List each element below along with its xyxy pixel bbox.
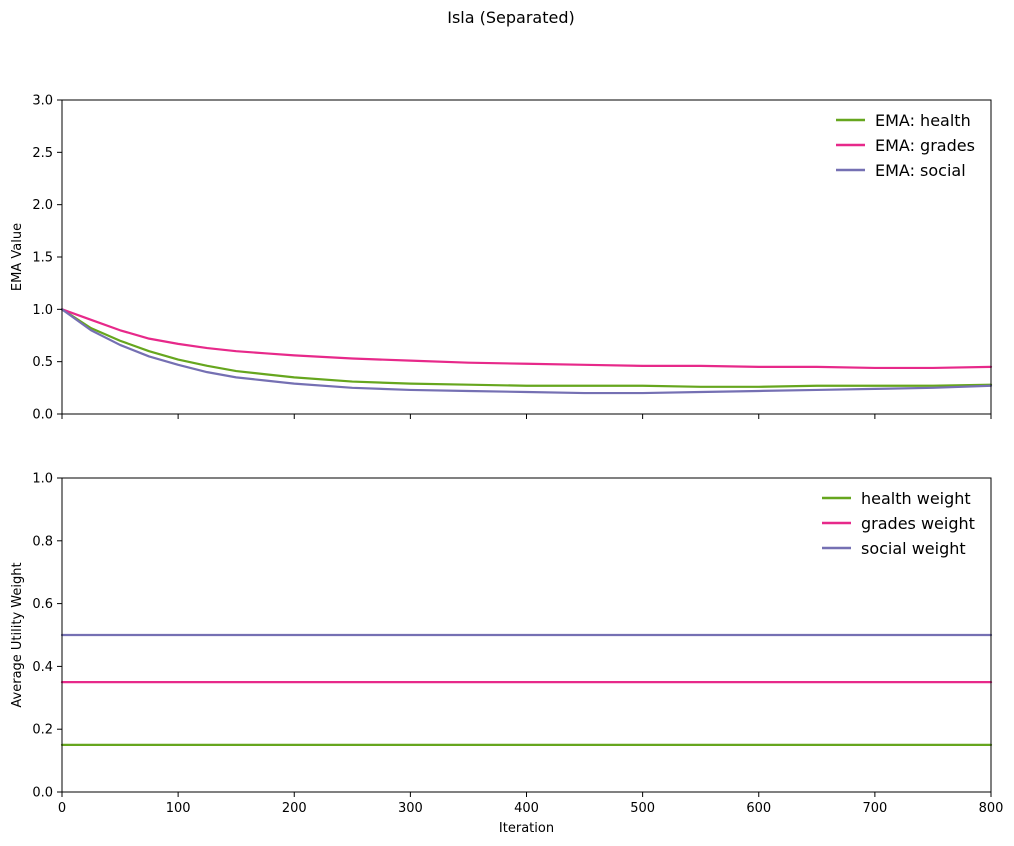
y-tick-label: 0.5 (32, 355, 53, 370)
chart-1: 0.0 0.5 1.0 1.5 2.0 2.5 3.0 EMA Value EMA: healt… (10, 94, 993, 423)
x-tick-label: 600 (746, 801, 771, 816)
x-tick-label: 0 (58, 801, 66, 816)
y-tick-label: 2.5 (32, 146, 53, 161)
x-tick-label: 100 (166, 801, 191, 816)
y-tick-label: 0.4 (32, 660, 53, 675)
x-tick-label: 200 (282, 801, 307, 816)
x-axis-label: Iteration (499, 821, 554, 836)
series-line-0-2 (60, 308, 993, 395)
series-line-0-0 (60, 308, 993, 388)
y-axis-label: EMA Value (10, 223, 25, 291)
y-tick-label: 1.0 (32, 303, 53, 318)
y-tick-label: 0.2 (32, 723, 53, 738)
y-tick-label: 0.0 (32, 408, 53, 423)
legend: health weight grades weight social weight (822, 489, 975, 558)
plots: 0.0 0.5 1.0 1.5 2.0 2.5 3.0 EMA Value EMA: healt… (10, 94, 1003, 837)
y-tick-label: 1.5 (32, 251, 53, 266)
y-tick-label: 0.6 (32, 597, 53, 612)
x-tick-label: 700 (862, 801, 887, 816)
x-tick-label: 500 (630, 801, 655, 816)
legend: EMA: health EMA: grades EMA: social (836, 111, 975, 180)
y-tick-label: 0.8 (32, 534, 53, 549)
y-tick-label: 0.0 (32, 786, 53, 801)
y-tick-label: 1.0 (32, 472, 53, 487)
y-axis-label: Average Utility Weight (10, 562, 25, 707)
legend-entry: EMA: health (875, 111, 971, 130)
x-tick-label: 400 (514, 801, 539, 816)
legend-entry: grades weight (861, 514, 975, 533)
series-line-0-1 (60, 308, 993, 370)
chart-2: 0 100 200 300 400 500 600 700 800 0.0 0.2 0.4 0.6 0.8… (10, 472, 1003, 837)
figure-title: Isla (Separated) (447, 8, 575, 27)
x-tick-label: 800 (979, 801, 1004, 816)
y-tick-label: 2.0 (32, 198, 53, 213)
legend-entry: social weight (861, 539, 966, 558)
y-tick-label: 3.0 (32, 94, 53, 109)
legend-entry: EMA: social (875, 161, 966, 180)
legend-entry: health weight (861, 489, 971, 508)
legend-entry: EMA: grades (875, 136, 975, 155)
x-tick-label: 300 (398, 801, 423, 816)
